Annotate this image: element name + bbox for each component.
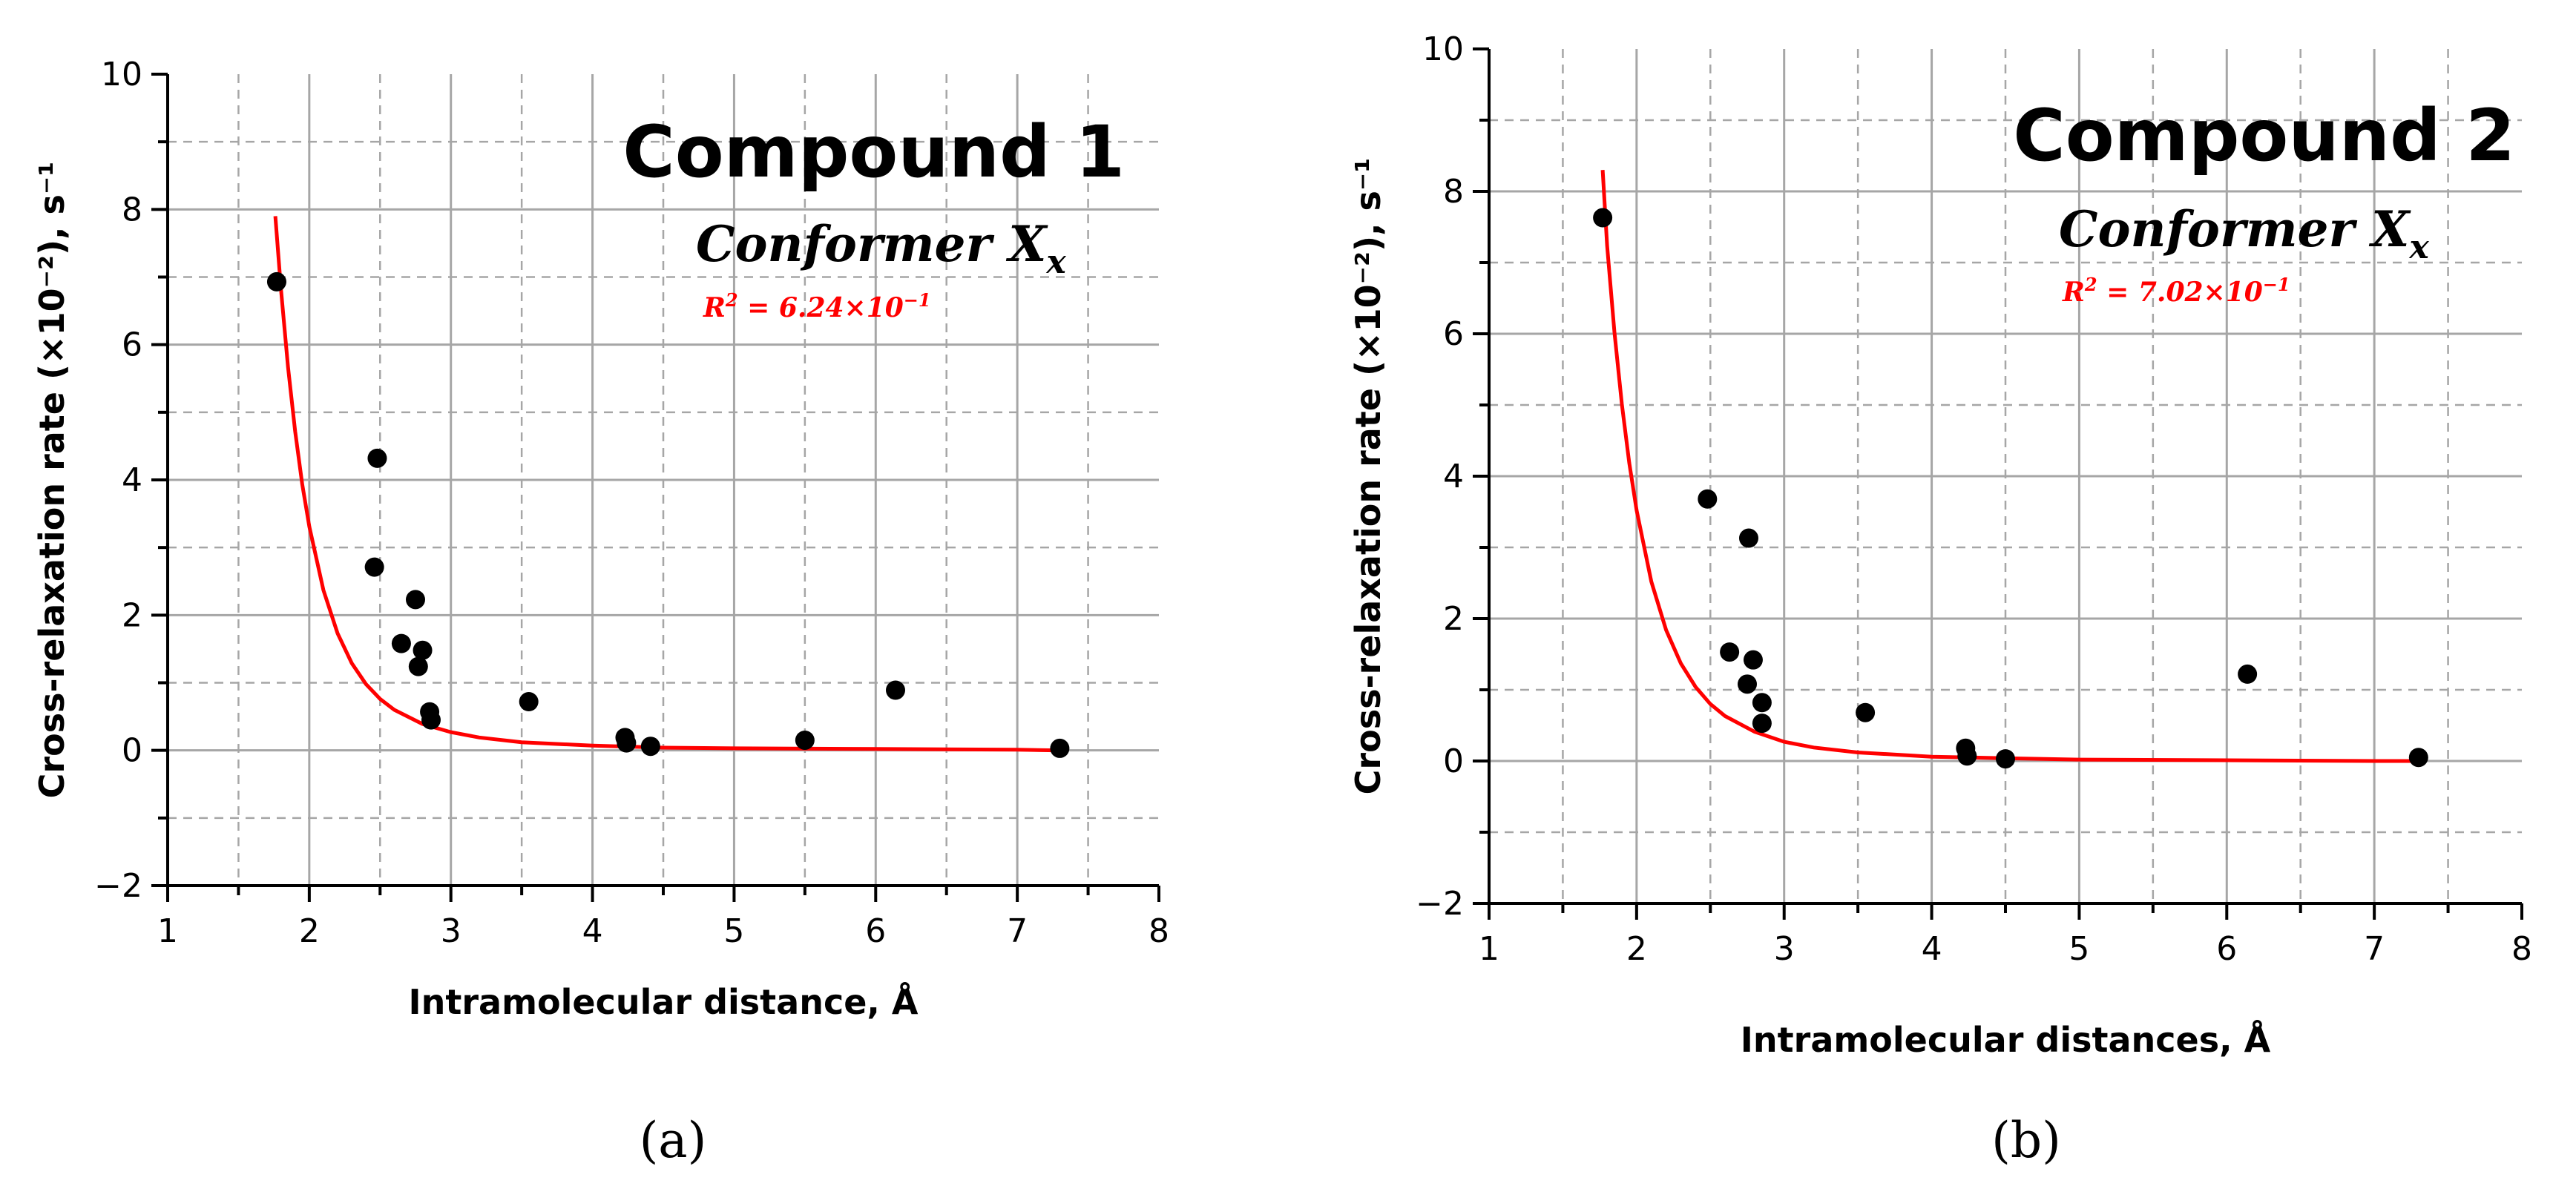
y-tick-label: 6 — [122, 326, 142, 364]
data-point — [617, 733, 637, 753]
data-point — [1957, 746, 1977, 766]
r-squared-value: = 6.24×10 — [738, 292, 904, 323]
conformer-subscript: x — [2409, 228, 2430, 266]
x-tick-label: 7 — [1007, 912, 1028, 950]
fit-curve — [273, 216, 1060, 753]
y-axis-label: Cross-relaxation rate (×10⁻²), s⁻¹ — [1348, 158, 1388, 795]
y-tick-label: 10 — [1422, 30, 1464, 68]
y-tick-label: 8 — [122, 191, 142, 228]
x-tick-label: 5 — [723, 912, 744, 950]
data-point — [1856, 702, 1876, 722]
data-point — [2238, 664, 2258, 684]
y-tick-label: −2 — [94, 867, 142, 905]
data-point — [2408, 748, 2428, 768]
r-squared-annotation: R2 = 6.24×10−1 — [703, 289, 931, 323]
data-point — [1996, 749, 2015, 769]
data-point — [421, 710, 441, 730]
data-point — [266, 271, 286, 291]
y-tick-label: 4 — [1443, 458, 1464, 495]
chart-panel-b: 1 2 3 4 5 6 7 8 −2 0 2 4 6 8 10 Intramolecular distance… — [1348, 30, 2532, 1169]
data-point — [1720, 642, 1740, 662]
data-point — [795, 730, 815, 750]
x-tick-label: 8 — [1149, 912, 1169, 950]
y-tick-label: −2 — [1416, 885, 1464, 923]
y-tick-label: 0 — [1443, 742, 1464, 780]
data-point — [391, 633, 411, 653]
r-squared-symbol: R — [2062, 277, 2085, 308]
y-tick-label: 2 — [1443, 600, 1464, 638]
y-tick-label: 6 — [1443, 315, 1464, 353]
y-tick-label: 2 — [122, 596, 142, 634]
data-point — [1752, 693, 1772, 713]
y-axis-label: Cross-relaxation rate (×10⁻²), s⁻¹ — [32, 162, 72, 799]
conformer-label: Conformer Xx — [2059, 200, 2430, 266]
x-tick-label: 6 — [865, 912, 886, 950]
chart-panel-a: 1 2 3 4 5 6 7 8 −2 0 2 4 6 8 10 Intramolecular distance… — [32, 56, 1169, 1169]
data-point — [367, 448, 387, 468]
x-tick-label: 1 — [157, 912, 178, 950]
x-tick-label: 4 — [1922, 930, 1942, 968]
data-point — [1050, 738, 1070, 758]
conformer-subscript: x — [1046, 243, 1067, 281]
data-point — [1593, 208, 1613, 228]
x-tick-label: 1 — [1479, 930, 1499, 968]
r-squared-power: 2 — [725, 289, 738, 311]
data-point — [1698, 489, 1718, 509]
x-tick-label: 6 — [2216, 930, 2237, 968]
r-squared-power: 2 — [2084, 274, 2097, 295]
x-tick-label: 3 — [1774, 930, 1795, 968]
r-squared-exponent: −1 — [904, 289, 931, 311]
x-tick-label: 7 — [2364, 930, 2385, 968]
data-point — [408, 656, 428, 676]
x-tick-label: 4 — [582, 912, 603, 950]
y-tick-label: 10 — [101, 56, 142, 93]
x-tick-label: 2 — [1626, 930, 1647, 968]
x-tick-label: 8 — [2511, 930, 2532, 968]
panel-label: (b) — [1991, 1112, 2061, 1169]
data-point — [1752, 714, 1772, 734]
x-tick-label: 2 — [299, 912, 320, 950]
conformer-main: Conformer X — [2059, 200, 2411, 258]
data-point — [640, 737, 660, 757]
r-squared-value: = 7.02×10 — [2097, 277, 2263, 308]
r-squared-annotation: R2 = 7.02×10−1 — [2062, 274, 2290, 308]
grid — [168, 74, 1159, 886]
conformer-main: Conformer X — [696, 215, 1048, 273]
data-point — [1738, 528, 1758, 548]
data-point — [1743, 650, 1763, 670]
compound-title: Compound 2 — [2013, 94, 2515, 177]
y-tick-label: 0 — [122, 732, 142, 770]
y-tick-label: 8 — [1443, 173, 1464, 211]
data-point — [519, 692, 539, 712]
data-point — [886, 680, 906, 700]
x-axis-label: Intramolecular distances, Å — [1741, 1020, 2271, 1060]
x-axis-label: Intramolecular distance, Å — [408, 982, 918, 1022]
r-squared-exponent: −1 — [2263, 274, 2290, 295]
x-tick-label: 5 — [2069, 930, 2089, 968]
data-point — [413, 640, 433, 660]
fit-curve — [1600, 170, 2419, 763]
compound-title: Compound 1 — [622, 111, 1125, 194]
data-point — [406, 590, 425, 610]
y-tick-label: 4 — [122, 461, 142, 499]
data-point — [1738, 674, 1757, 694]
conformer-label: Conformer Xx — [696, 215, 1067, 281]
r-squared-symbol: R — [703, 292, 726, 323]
x-tick-label: 3 — [441, 912, 461, 950]
data-point — [364, 557, 384, 577]
panel-label: (a) — [640, 1112, 707, 1169]
